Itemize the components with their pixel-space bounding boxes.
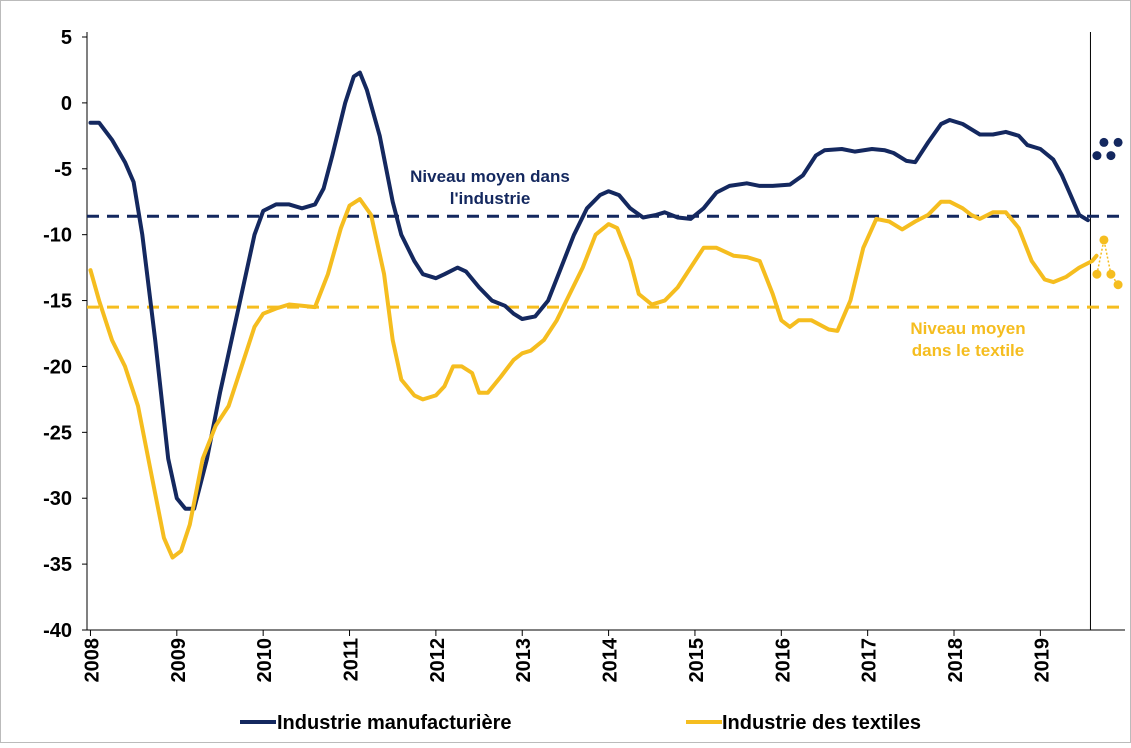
y-tick-label: -5 <box>54 159 72 181</box>
x-tick-label: 2008 <box>81 638 103 683</box>
projection-point <box>1092 269 1102 279</box>
y-tick-label: -10 <box>43 225 72 247</box>
x-tick-label: 2015 <box>686 638 708 683</box>
annotation: Niveau moyen dans l'industrie <box>410 167 570 208</box>
projection-point <box>1106 151 1116 161</box>
projection-point <box>1099 235 1109 245</box>
y-tick-label: -15 <box>43 291 72 313</box>
x-tick-label: 2010 <box>254 638 276 683</box>
x-tick-label: 2019 <box>1031 638 1053 683</box>
y-tick-label: -40 <box>43 620 72 642</box>
projection-point <box>1099 137 1109 147</box>
legend-label: Industrie des textiles <box>722 712 921 734</box>
x-tick-label: 2014 <box>600 637 622 682</box>
projection-line <box>1096 239 1119 286</box>
y-tick-label: 5 <box>61 27 72 49</box>
x-tick-label: 2016 <box>772 638 794 683</box>
x-tick-label: 2018 <box>945 638 967 683</box>
x-tick-label: 2013 <box>513 638 535 683</box>
y-tick-label: -20 <box>43 356 72 378</box>
projection-point <box>1106 269 1116 279</box>
x-tick-label: 2011 <box>341 638 363 681</box>
y-tick-label: -35 <box>43 554 72 576</box>
y-tick-label: 0 <box>61 93 72 115</box>
x-tick-label: 2009 <box>168 638 190 683</box>
projection-point <box>1113 137 1123 147</box>
x-tick-label: 2017 <box>859 638 881 683</box>
series-line <box>88 197 1099 560</box>
x-tick-label: 2012 <box>427 638 449 683</box>
annotation: Niveau moyen dans le textile <box>910 319 1025 360</box>
y-tick-label: -30 <box>43 488 72 510</box>
y-tick-label: -25 <box>43 422 72 444</box>
projection-point <box>1113 280 1123 290</box>
legend-label: Industrie manufacturière <box>277 712 512 734</box>
series-line <box>88 70 1090 511</box>
projection-point <box>1092 151 1102 161</box>
